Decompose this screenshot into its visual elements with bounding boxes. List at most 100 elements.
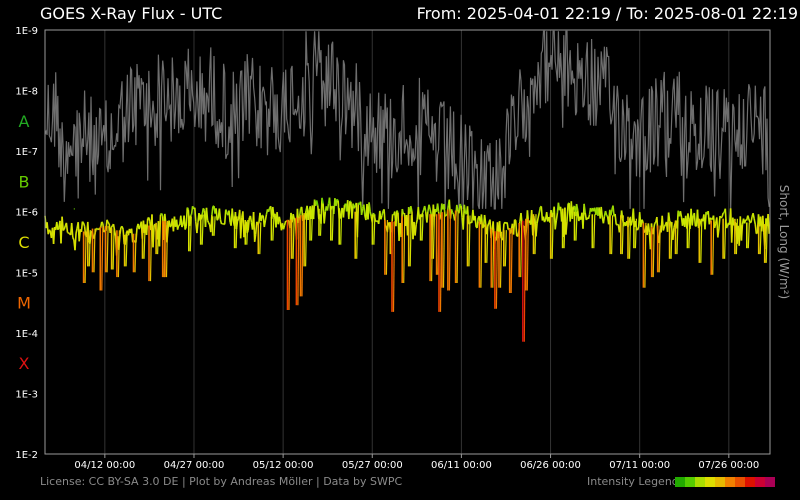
long-flux-segment	[535, 223, 538, 237]
flare-decay	[652, 226, 655, 278]
long-flux-segment	[336, 198, 339, 202]
long-flux-segment	[612, 205, 615, 217]
long-flux-segment	[720, 216, 723, 219]
long-flux-segment	[514, 218, 517, 221]
long-flux-segment	[587, 214, 591, 220]
long-flux-segment	[450, 209, 454, 213]
long-flux-segment	[360, 208, 364, 216]
long-flux-segment	[216, 217, 220, 221]
long-flux-segment	[752, 213, 755, 220]
long-flux-segment	[260, 215, 263, 222]
long-flux-segment	[307, 209, 310, 220]
long-flux-segment	[321, 197, 324, 204]
long-flux-segment	[348, 200, 351, 220]
long-flux-segment	[755, 232, 758, 235]
long-flux-segment	[583, 203, 586, 213]
long-flux-segment	[145, 218, 149, 235]
long-flux-segment	[70, 222, 74, 238]
long-flux-segment	[381, 211, 384, 216]
long-flux-segment	[436, 203, 440, 212]
flare-decay	[201, 214, 204, 245]
long-flux-segment	[231, 208, 235, 221]
flare-decay	[658, 225, 661, 273]
long-flux-segment	[483, 214, 487, 225]
long-flux-segment	[554, 220, 558, 230]
long-flux-segment	[614, 213, 617, 225]
flare-decay	[305, 213, 308, 267]
long-flux-segment	[512, 219, 516, 235]
long-flux-segment	[604, 210, 608, 216]
long-flux-segment	[110, 225, 114, 229]
long-flux-segment	[186, 207, 190, 210]
long-flux-segment	[211, 206, 214, 216]
flare-decay	[670, 222, 673, 259]
long-flux-segment	[353, 205, 356, 209]
long-flux-segment	[606, 214, 609, 217]
long-flux-segment	[630, 220, 634, 226]
flare-decay	[526, 218, 529, 291]
flare-class-c: C	[18, 233, 29, 252]
long-flux-segment	[180, 215, 183, 228]
long-flux-segment	[368, 202, 371, 212]
long-flux-segment	[72, 237, 75, 241]
flare-decay	[213, 216, 216, 236]
long-flux-segment	[543, 219, 547, 223]
long-flux-segment	[97, 227, 101, 231]
long-flux-segment	[152, 225, 155, 248]
legend-swatch	[715, 477, 725, 487]
flare-class-a: A	[19, 112, 30, 131]
flare-decay	[403, 216, 406, 284]
long-flux-segment	[183, 215, 186, 230]
long-flux-segment	[651, 229, 655, 235]
legend-swatch	[685, 477, 695, 487]
flare-class-labels: X M C B A	[17, 112, 31, 373]
long-flux-segment	[363, 204, 366, 216]
long-flux-segment	[423, 205, 427, 213]
flare-decay	[310, 210, 314, 241]
long-flux-segment	[263, 220, 267, 228]
long-flux-segment	[194, 207, 197, 222]
long-flux-segment	[718, 216, 721, 229]
long-flux-segment	[207, 222, 211, 226]
flare-decay	[356, 211, 359, 259]
long-flux-segment	[600, 206, 604, 218]
flare-decay	[143, 228, 146, 259]
long-flux-segment	[672, 227, 675, 240]
long-flux-segment	[218, 208, 222, 220]
long-flux-segment	[415, 219, 418, 225]
long-flux-segment	[119, 227, 122, 235]
flare-decay	[331, 205, 334, 241]
long-flux-segment	[215, 208, 218, 221]
flare-decay	[319, 208, 323, 236]
long-flux-segment	[506, 222, 509, 230]
long-flux-segment	[610, 209, 613, 216]
long-flux-segment	[185, 207, 189, 227]
x-tick-label: 04/12 00:00	[74, 460, 135, 471]
flare-decay	[442, 212, 446, 288]
long-flux-segment	[74, 233, 77, 251]
long-flux-segment	[48, 229, 51, 232]
long-flux-segment	[228, 210, 231, 223]
flare-decay	[409, 215, 412, 267]
long-flux-segment	[466, 206, 470, 224]
long-flux-segment	[708, 217, 712, 225]
legend-swatch	[695, 477, 705, 487]
long-flux-segment	[52, 226, 56, 245]
flare-decay	[486, 224, 489, 263]
flare-decay	[149, 225, 153, 282]
long-flux-segment	[396, 210, 399, 214]
long-flux-segment	[121, 226, 124, 230]
long-flux-segment	[476, 217, 479, 228]
y-tick-label: 1E-9	[15, 26, 38, 37]
credits: License: CC BY-SA 3.0 DE | Plot by Andre…	[40, 475, 403, 488]
y-axis-label: Short, Long (W/m²)	[777, 184, 791, 300]
flare-decay	[385, 219, 388, 275]
long-flux-segment	[444, 214, 447, 217]
flare-decay	[246, 219, 249, 245]
legend-swatch	[705, 477, 715, 487]
long-flux-segment	[420, 212, 424, 218]
long-flux-segment	[498, 221, 502, 237]
long-flux-segment	[463, 204, 467, 214]
intensity-legend-label: Intensity Legend	[587, 475, 679, 488]
